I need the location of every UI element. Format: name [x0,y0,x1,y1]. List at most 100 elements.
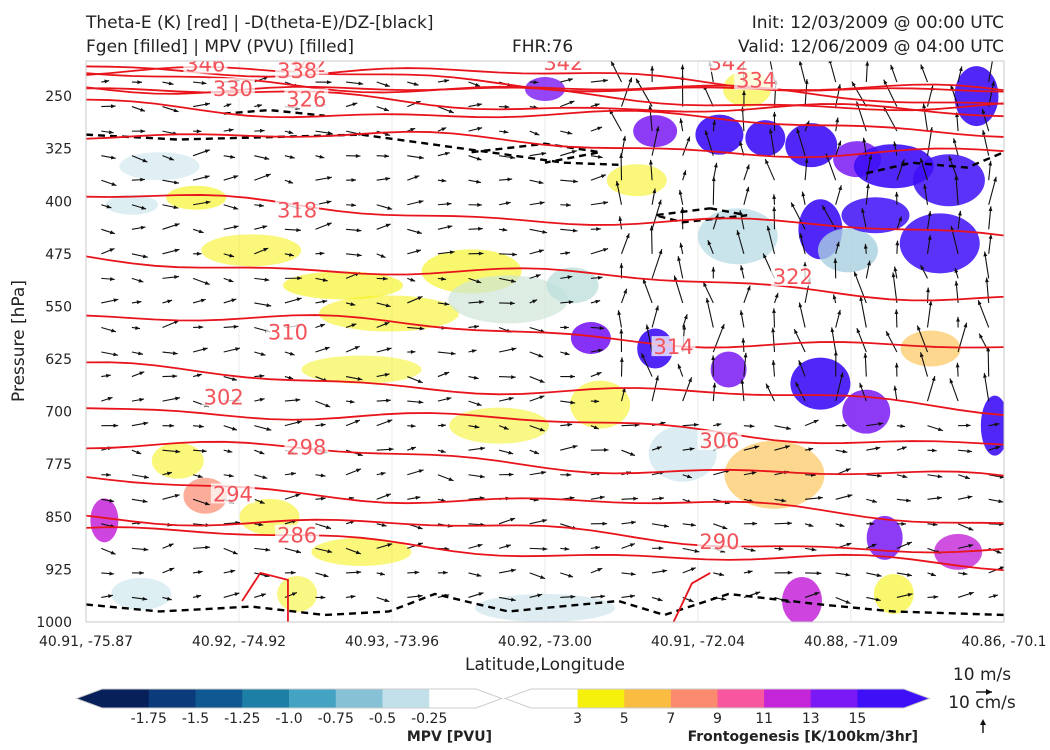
wind-vector-head [473,375,479,380]
wind-vector-head [712,120,717,125]
wind-vector [988,61,993,83]
wind-vector-head [173,205,179,210]
wind-vector-head [658,249,663,255]
wind-vector-head [140,129,146,134]
wind-vector-head [596,372,602,376]
wind-vector-head [230,569,236,574]
theta-e-label: 294 [213,482,253,506]
wind-vector-head [803,261,807,267]
wind-vector-head [629,543,635,548]
wind-vector-head [778,546,784,551]
shading-cell [277,575,318,612]
wind-vector-head [502,227,508,232]
wind-vector [620,77,633,107]
stability-contour [866,151,1004,175]
wind-vector-head [937,427,943,432]
wind-vector-head [322,278,328,282]
theta-e-labels: 3463423383303263423423343183223103143023… [183,61,815,554]
wind-vector-head [801,191,806,197]
wind-vector-head [703,281,708,287]
wind-vector-head [998,499,1004,504]
fgen-colorbar-tick-label: 11 [755,711,773,727]
shading-cell [899,213,980,274]
wind-vector-head [383,107,389,112]
wind-vector-head [110,104,116,109]
wind-vector-head [538,249,544,254]
title-line-1: Theta-E (K) [red] | -D(theta-E)/DZ-[blac… [86,13,434,33]
wind-vector-head [981,108,986,114]
wind-vector-head [907,592,913,597]
wind-vector-head [173,320,179,325]
wind-vector-head [356,228,362,233]
wind-vector-head [906,572,912,577]
wind-vector-head [600,174,606,179]
wind-vector-head [751,471,757,476]
fgen-colorbar-tick-label: 15 [848,711,866,727]
shading-cell [570,321,611,354]
wind-vector-head [444,372,450,376]
wind-vector-head [172,374,178,379]
shading-cell [980,395,1004,456]
wind-vector-head [508,396,514,401]
wind-vector-head [623,288,627,294]
shading-cell [546,267,599,304]
wind-vector-head [542,519,548,523]
shading-cell [119,152,200,181]
shading-cell [90,498,119,543]
wind-vector-head [743,352,748,358]
wind-vector-head [893,266,898,272]
y-axis-label: Pressure [hPa] [9,280,29,402]
wind-vector-head [720,324,725,330]
wind-vector-head [538,353,544,358]
wind-vector-head [414,175,420,180]
wind-vector-head [694,549,700,553]
wind-vector-head [677,363,682,369]
wind-vector-head [142,254,148,259]
wind-vector-head [657,597,663,602]
theta-e-label: 298 [286,435,326,459]
wind-vector-head [357,376,363,381]
vector-key-arrowhead-2 [980,719,986,725]
theta-e-label: 326 [286,88,326,112]
wind-vector-head [983,251,988,257]
shading-cell [900,330,961,367]
wind-vector-head [263,248,269,252]
wind-vector-head [505,544,511,549]
wind-vector-head [327,549,333,554]
wind-vector-head [772,194,777,199]
wind-vector-head [664,523,669,528]
wind-vector-head [954,175,959,180]
wind-vector-head [417,379,423,383]
wind-vector-head [416,249,421,254]
wind-vector-head [742,90,746,95]
wind-vector-head [655,305,659,311]
wind-vector-head [415,495,421,500]
wind-vector-head [808,447,814,452]
wind-vector-head [228,278,234,283]
wind-vector-head [296,297,302,302]
wind-vector-head [107,396,113,401]
wind-vector-head [475,82,481,87]
wind-vector-head [297,276,302,281]
wind-vector-head [260,593,266,598]
wind-vector-head [595,299,601,304]
wind-vector-head [988,206,993,212]
wind-vector-head [926,287,930,293]
wind-vector-head [996,549,1002,554]
wind-vector-head [197,474,203,479]
wind-vector-head [539,201,545,205]
wind-vector-head [538,180,544,185]
wind-vector-head [265,173,271,178]
wind-vector-head [379,571,385,576]
wind-vector-head [711,176,716,182]
wind-vector-head [716,422,722,427]
wind-vector-head [327,176,332,180]
wind-vector-head [108,130,114,135]
fgen-colorbar-label: Frontogenesis [K/100km/3hr] [688,729,918,745]
wind-vector-head [679,118,684,124]
wind-vector-head [883,79,888,85]
stability-contours [86,108,1004,617]
wind-vector-head [619,357,624,362]
wind-vector-head [906,542,912,546]
fgen-colorbar-swatch [810,689,858,708]
